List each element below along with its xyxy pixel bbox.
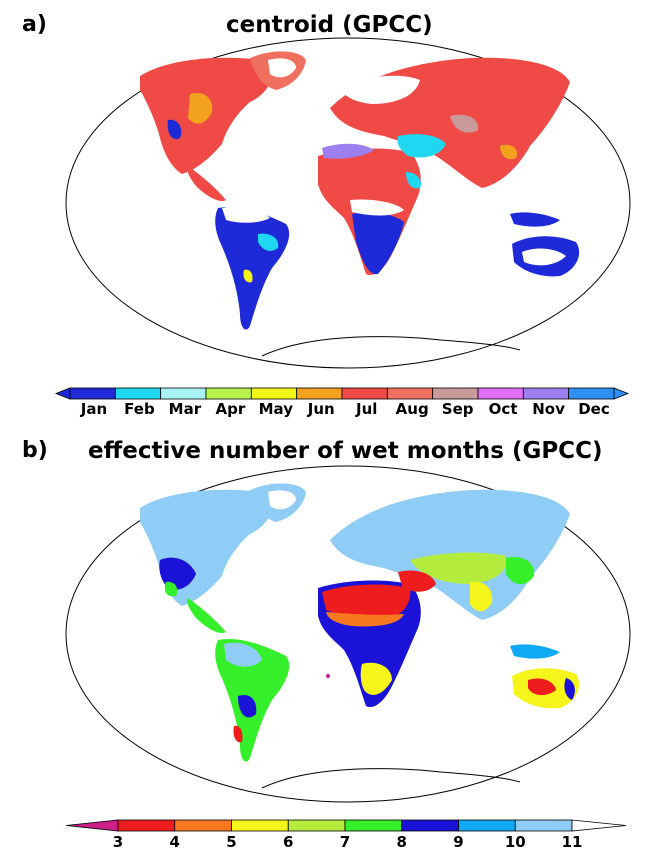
colorbar-b-swatch (231, 819, 289, 832)
colorbar-a-swatch (522, 387, 570, 400)
map-b-antarctica (261, 768, 521, 789)
map-b-na-green (164, 581, 178, 597)
map-b-africa-south (360, 662, 392, 695)
colorbar-a-tick-label: Jan (80, 400, 107, 418)
map-a-sa-yellow (243, 269, 253, 283)
colorbar-a-tick-label: May (259, 400, 294, 418)
colorbar-a-swatch (296, 387, 343, 400)
colorbar-a-tick-label: Apr (215, 400, 245, 418)
colorbar-b-tick-label: 10 (505, 833, 526, 851)
map-a-india-orange (500, 144, 517, 160)
map-a-africa-south (352, 212, 404, 275)
colorbar-a-swatch (432, 387, 479, 400)
colorbar-a-swatch (250, 387, 298, 400)
map-a-africa-white (350, 199, 404, 216)
colorbar-a-swatch (341, 387, 388, 400)
colorbar-a-swatch (477, 387, 524, 400)
colorbar-a-swatch (568, 387, 615, 400)
panel-a-label: a) (22, 12, 47, 37)
colorbar-b-tick-label: 5 (226, 833, 236, 851)
colorbar-b-tick-label: 3 (113, 833, 123, 851)
colorbar-a-tick-label: Nov (532, 400, 565, 418)
colorbar-b-tick-label: 6 (283, 833, 293, 851)
map-a-central-america (187, 166, 226, 202)
map-a-horn (406, 172, 422, 189)
panel-b-title: effective number of wet months (GPCC) (88, 438, 603, 464)
colorbar-a-left-arrow (54, 387, 71, 400)
colorbar-b-swatch (344, 819, 403, 832)
map-b-sa-amazon (224, 642, 262, 667)
panel-a-title: centroid (GPCC) (226, 12, 433, 38)
colorbar-b-tick-label: 11 (562, 833, 583, 851)
map-b-east-asia (506, 556, 535, 585)
map-a-sa-cyan (258, 233, 279, 251)
colorbar-a-swatch (386, 387, 434, 400)
map-b-india (470, 581, 493, 612)
map-a-sep-patch (450, 114, 479, 133)
colorbar-a-tick-label: Feb (124, 400, 155, 418)
map-a-europe-white (340, 75, 420, 104)
colorbar-b-tick-label: 9 (453, 833, 463, 851)
colorbar-b-swatch (174, 819, 232, 832)
colorbar-a-swatch (114, 387, 162, 400)
map-a-na-orange (188, 92, 213, 124)
colorbar-a-tick-label: Sep (442, 400, 474, 418)
colorbar-a-tick-label: Jul (355, 400, 377, 418)
map-b-sahel (326, 612, 404, 627)
colorbar-a: Jan Feb Mar Apr May Jun Jul Aug Sep Oct Nov Dec (54, 387, 630, 418)
panel-b-label: b) (22, 438, 48, 463)
colorbar-b-swatch (287, 819, 346, 832)
colorbar-b-swatch (514, 819, 573, 832)
map-b-sa-red (233, 725, 243, 743)
panel-b: b) effective number of wet months (GPCC) (0, 432, 664, 860)
map-a-australia-white (522, 248, 566, 266)
map-a-islands (510, 212, 560, 227)
map-a-middle-east (397, 134, 446, 158)
map-b-sa-blue (238, 694, 257, 718)
colorbar-b: 3 4 5 6 7 8 9 10 11 (65, 819, 627, 851)
colorbar-b-left-arrow (65, 819, 119, 832)
colorbar-b-tick-label: 8 (397, 833, 407, 851)
colorbar-a-swatch (205, 387, 252, 400)
map-b-arabia (398, 570, 436, 592)
colorbar-a-swatch (69, 387, 116, 400)
map-a-greenland-ice (268, 58, 296, 78)
colorbar-a-tick-label: Oct (489, 400, 518, 418)
colorbar-b-swatch (117, 819, 176, 832)
map-b-greenland-ice (268, 490, 296, 510)
colorbar-b-right-arrow (571, 819, 627, 832)
map-b-central-asia (410, 552, 507, 584)
map-b-na-blue (159, 557, 196, 590)
map-a-sa-north (222, 206, 270, 223)
colorbar-a-tick-label: Jun (307, 400, 335, 418)
colorbar-b-tick-label: 4 (170, 833, 180, 851)
map-b-islands (510, 644, 560, 659)
map-b (65, 465, 631, 803)
map-a-antarctica (261, 336, 521, 357)
colorbar-b-tick-label: 7 (340, 833, 350, 851)
colorbar-a-swatch (160, 387, 207, 400)
colorbar-b-swatch (458, 819, 516, 832)
map-b-island-magenta (326, 674, 330, 678)
colorbar-a-tick-label: Dec (578, 400, 610, 418)
colorbar-a-tick-label: Mar (169, 400, 202, 418)
map-b-australia-red (528, 678, 556, 696)
map-a-na-blue (167, 119, 182, 140)
colorbar-b-swatch (401, 819, 459, 832)
map-b-sahara (322, 584, 411, 619)
map-b-central-america (187, 598, 226, 634)
panel-a: a) centroid (GPCC) (0, 0, 664, 425)
colorbar-a-right-arrow (613, 387, 630, 400)
map-b-australia-east (564, 678, 575, 700)
map-a-africa-purple (322, 143, 374, 159)
map-a (65, 37, 631, 369)
colorbar-a-tick-label: Aug (396, 400, 429, 418)
